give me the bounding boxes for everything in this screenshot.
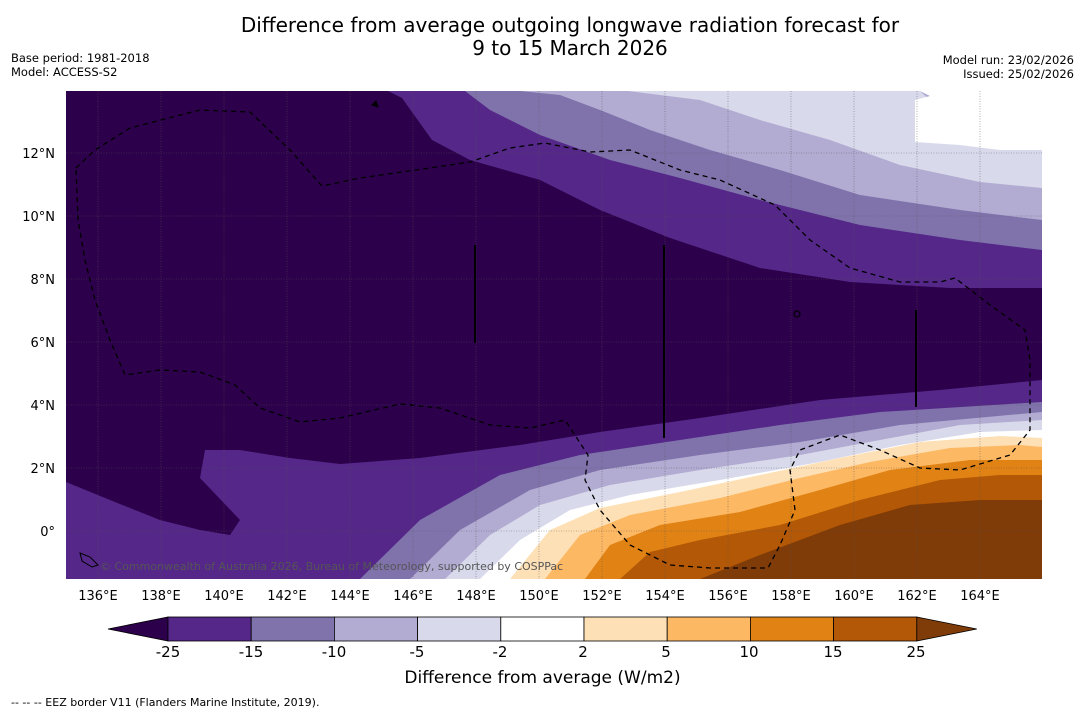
copyright-credit: © Commonwealth of Australia 2026, Bureau… xyxy=(100,560,563,573)
colorbar-segment xyxy=(250,616,335,642)
colorbar-tick-label: -5 xyxy=(409,643,425,661)
colorbar-segment xyxy=(833,616,918,642)
lat-labels: 12°N 10°N 8°N 6°N 4°N 2°N 0° xyxy=(22,147,55,540)
lat-label: 0° xyxy=(40,525,55,540)
lon-label: 164°E xyxy=(960,589,1000,604)
colorbar-tick-label: -2 xyxy=(492,643,508,661)
meta-right: Model run: 23/02/2026 Issued: 25/02/2026 xyxy=(943,53,1074,81)
islands xyxy=(79,100,917,568)
lon-label: 160°E xyxy=(834,589,874,604)
colorbar xyxy=(107,616,977,642)
issued-date: Issued: 25/02/2026 xyxy=(963,67,1074,81)
lon-label: 148°E xyxy=(456,589,496,604)
anomaly-field xyxy=(66,91,1042,579)
model-name: Model: ACCESS-S2 xyxy=(11,65,118,79)
colorbar-extend-high xyxy=(916,616,977,642)
lat-label: 4°N xyxy=(31,399,56,414)
colorbar-tick-label: 15 xyxy=(823,643,843,661)
title-line-2: 9 to 15 March 2026 xyxy=(472,36,668,60)
meta-left: Base period: 1981-2018 Model: ACCESS-S2 xyxy=(11,51,150,79)
lon-label: 162°E xyxy=(897,589,937,604)
colorbar-tick-label: 25 xyxy=(906,643,926,661)
lon-label: 144°E xyxy=(330,589,370,604)
colorbar-segment xyxy=(500,616,585,642)
colorbar-tick-label: 5 xyxy=(661,643,671,661)
colorbar-segment xyxy=(750,616,835,642)
colorbar-tick-label: 10 xyxy=(739,643,759,661)
lon-label: 138°E xyxy=(141,589,181,604)
lat-label: 2°N xyxy=(31,462,56,477)
eez-border xyxy=(75,109,1031,569)
lon-label: 136°E xyxy=(78,589,118,604)
colorbar-tick-label: -10 xyxy=(321,643,347,661)
colorbar-tick-label: -15 xyxy=(238,643,264,661)
band-strong-negative xyxy=(66,91,1042,535)
lon-label: 142°E xyxy=(267,589,307,604)
lon-label: 152°E xyxy=(582,589,622,604)
lon-label: 156°E xyxy=(708,589,748,604)
lon-label: 154°E xyxy=(645,589,685,604)
graticule xyxy=(66,91,1042,579)
colorbar-segment xyxy=(417,616,502,642)
title-line-1: Difference from average outgoing longwav… xyxy=(240,13,900,37)
colorbar-tick-label: -25 xyxy=(155,643,181,661)
colorbar-tick-label: 2 xyxy=(578,643,588,661)
lon-label: 150°E xyxy=(519,589,559,604)
lat-label: 6°N xyxy=(31,336,56,351)
colorbar-title: Difference from average (W/m2) xyxy=(404,668,681,688)
lon-label: 146°E xyxy=(393,589,433,604)
map-title: Difference from average outgoing longwav… xyxy=(0,14,1085,60)
lat-label: 8°N xyxy=(31,273,56,288)
lat-label: 10°N xyxy=(22,210,55,225)
lon-label: 158°E xyxy=(771,589,811,604)
south-plus-25 xyxy=(700,500,1042,579)
model-run: Model run: 23/02/2026 xyxy=(942,53,1074,67)
colorbar-segment xyxy=(666,616,751,642)
colorbar-segment xyxy=(333,616,418,642)
lon-label: 140°E xyxy=(204,589,244,604)
colorbar-segment xyxy=(167,616,252,642)
colorbar-segment xyxy=(583,616,668,642)
lon-labels: 136°E 138°E 140°E 142°E 144°E 146°E 148°… xyxy=(78,589,1000,604)
eez-legend-note: -- -- -- EEZ border V11 (Flanders Marine… xyxy=(11,696,320,709)
lat-label: 12°N xyxy=(22,147,55,162)
band-near-zero-north xyxy=(915,91,1042,150)
colorbar-extend-low xyxy=(107,616,169,642)
base-period: Base period: 1981-2018 xyxy=(11,51,150,65)
